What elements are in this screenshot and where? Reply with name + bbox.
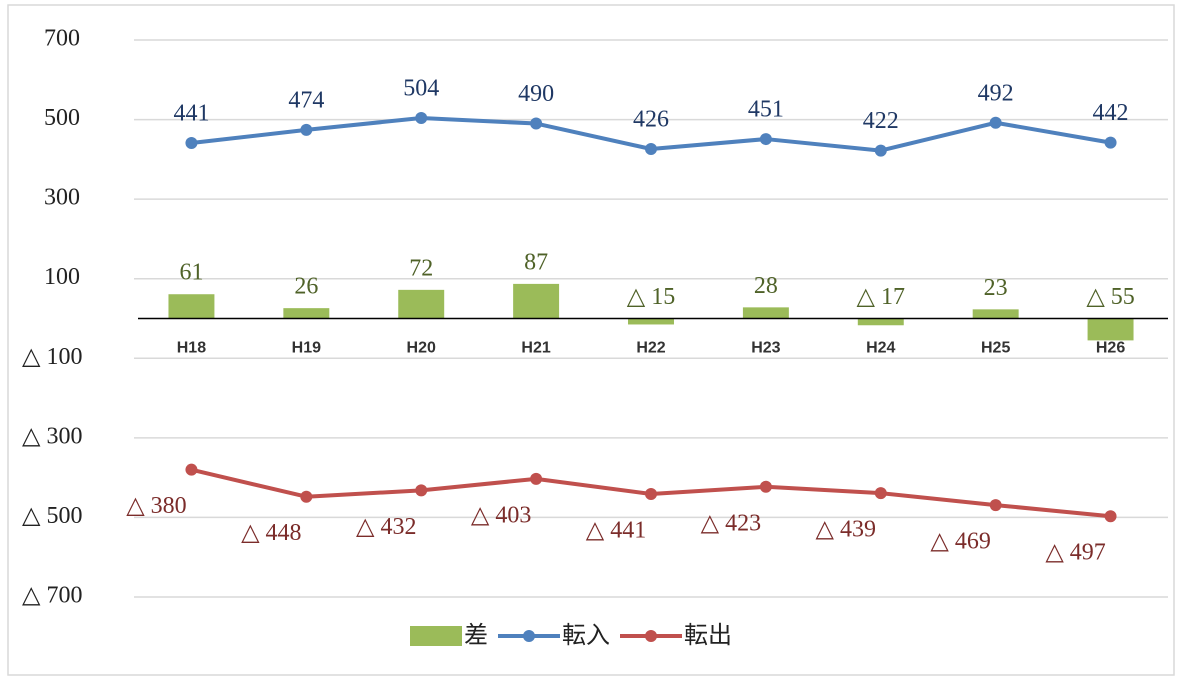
y-tick-label: △ 500 [22,503,82,529]
marker [645,487,657,500]
marker [1104,136,1117,149]
y-tick-label: △ 100 [22,344,82,370]
y-tick-label: 700 [44,26,80,52]
x-tick-label: H20 [407,340,436,357]
data-label: △ 17 [857,284,905,310]
y-tick-label: △ 300 [22,423,82,449]
data-label: △ 432 [356,514,416,540]
bar [168,294,215,319]
data-label: △ 55 [1086,284,1134,310]
data-label: 72 [409,255,433,281]
legend-marker [523,630,535,642]
bar [283,308,330,319]
data-label: 451 [748,97,784,123]
chart-frame [7,4,1175,676]
marker [300,490,313,503]
marker [1104,510,1117,523]
data-label: 26 [294,274,318,300]
data-label: 490 [518,81,554,107]
marker [530,117,543,130]
marker [415,111,428,124]
bar [628,318,674,325]
x-tick-label: H26 [1096,340,1125,357]
data-label: 474 [288,87,324,113]
bar [1087,318,1134,341]
bar [857,318,904,326]
data-label: △ 15 [627,284,675,310]
x-tick-label: H21 [521,340,550,357]
bar [742,307,789,319]
marker [185,463,198,476]
bar [398,289,445,319]
marker [530,472,543,485]
marker [759,133,772,146]
x-tick-label: H24 [866,340,895,357]
data-label: △ 423 [701,510,761,536]
legend-swatch [410,626,462,646]
data-label: 426 [633,107,669,133]
x-tick-label: H22 [636,340,665,357]
marker [989,116,1002,129]
marker [759,480,772,493]
marker [874,144,887,157]
marker [415,484,428,497]
x-tick-label: H18 [177,340,206,357]
x-tick-label: H23 [751,340,780,357]
data-label: △ 469 [930,529,990,555]
data-label: 441 [173,101,209,127]
x-tick-label: H25 [981,340,1010,357]
data-label: 61 [179,260,203,286]
data-label: △ 441 [586,517,646,543]
legend-label: 差 [464,621,488,649]
y-tick-label: 100 [44,264,80,290]
data-label: △ 380 [126,493,186,519]
x-tick-label: H19 [292,340,321,357]
legend-marker [645,630,657,642]
legend-label: 転出 [684,621,732,649]
marker [874,487,887,500]
y-tick-label: 500 [44,105,80,131]
data-label: △ 439 [816,517,876,543]
bar [513,283,560,319]
y-tick-label: 300 [44,185,80,211]
data-label: △ 448 [241,520,301,546]
data-label: 28 [754,273,778,299]
legend-label: 転入 [562,621,610,649]
data-label: 87 [524,249,548,275]
marker [645,143,657,156]
data-label: 504 [403,75,439,101]
marker [185,137,198,150]
data-label: 492 [978,80,1014,106]
marker [300,123,313,136]
data-label: 23 [984,275,1008,301]
marker [989,499,1002,512]
data-label: 422 [863,108,899,134]
y-tick-label: △ 700 [22,583,82,609]
bar [972,309,1019,319]
data-label: 442 [1093,100,1129,126]
data-label: △ 403 [471,502,531,528]
data-label: △ 497 [1045,540,1105,566]
